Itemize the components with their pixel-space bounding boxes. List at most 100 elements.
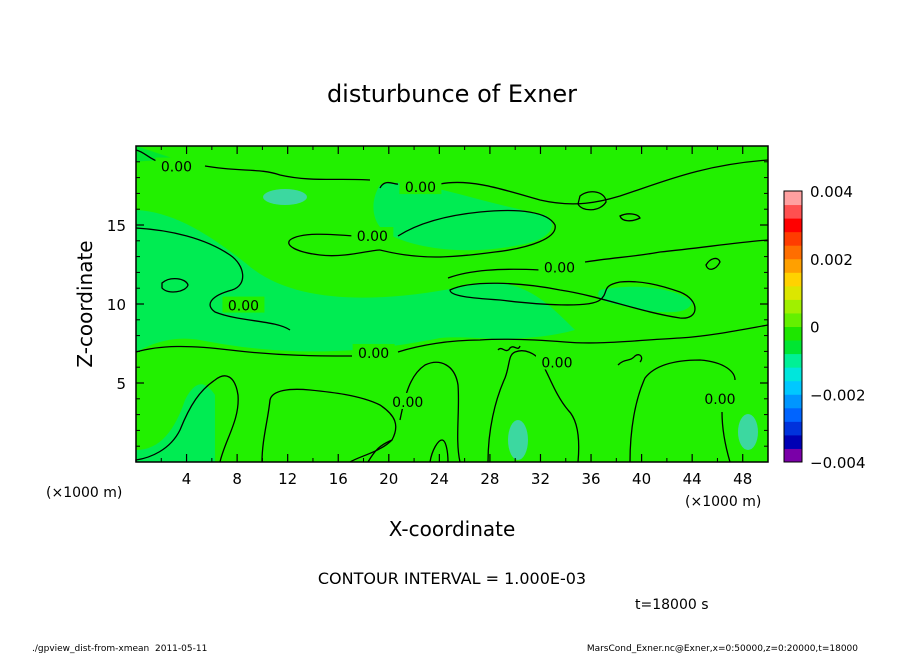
colorbar-swatch bbox=[784, 191, 802, 206]
x-tick-label: 8 bbox=[232, 470, 242, 488]
x-tick-label: 48 bbox=[733, 470, 752, 488]
contour-label-bg bbox=[538, 258, 581, 275]
contour-label: 0.00 bbox=[161, 160, 192, 176]
contour-line bbox=[449, 280, 696, 319]
contour-lines bbox=[135, 149, 769, 463]
field-patch bbox=[373, 182, 552, 251]
contour-line bbox=[497, 345, 521, 352]
field-patch bbox=[508, 420, 528, 460]
contour-line bbox=[619, 213, 641, 222]
colorbar-swatch bbox=[784, 394, 802, 409]
field-patch bbox=[136, 210, 575, 352]
colorbar-swatch bbox=[784, 421, 802, 436]
contour-line bbox=[617, 354, 643, 366]
y-tick-label: 15 bbox=[107, 217, 126, 235]
colorbar-swatch bbox=[784, 312, 802, 327]
field-patch bbox=[598, 286, 692, 313]
x-tick-label: 40 bbox=[632, 470, 651, 488]
contour-label-bg bbox=[352, 343, 395, 360]
contour-label-bg bbox=[155, 157, 198, 174]
field-patch bbox=[136, 384, 215, 462]
contour-label-bg bbox=[386, 392, 429, 409]
contour-label: 0.00 bbox=[392, 395, 423, 411]
colorbar: 0.004 0.002 0 −0.002 −0.004 bbox=[783, 183, 866, 472]
colorbar-swatch bbox=[784, 245, 802, 260]
colorbar-tick-label: −0.004 bbox=[810, 454, 866, 472]
colorbar-swatch bbox=[784, 340, 802, 355]
contour-labels: 0.00 0.00 0.00 0.00 0.00 0.00 0.00 0.00 0.00 bbox=[155, 157, 741, 411]
x-tick-label: 16 bbox=[329, 470, 348, 488]
colorbar-swatch bbox=[784, 231, 802, 246]
colorbar-swatch bbox=[784, 367, 802, 382]
colorbar-frame bbox=[783, 190, 803, 463]
field-patch bbox=[263, 189, 307, 205]
contour-label: 0.00 bbox=[228, 299, 259, 315]
contour-line bbox=[289, 209, 556, 258]
colorbar-swatch bbox=[784, 258, 802, 273]
y-unit-label: (×1000 m) bbox=[46, 485, 122, 501]
chart-title: disturbunce of Exner bbox=[327, 80, 577, 108]
x-tick-label: 36 bbox=[581, 470, 600, 488]
contour-line bbox=[135, 324, 769, 357]
x-tick-label: 4 bbox=[182, 470, 192, 488]
x-tick-label: 24 bbox=[430, 470, 449, 488]
colorbar-swatch bbox=[784, 299, 802, 314]
x-tick-label: 28 bbox=[480, 470, 499, 488]
contour-line bbox=[288, 239, 381, 257]
x-unit-label: (×1000 m) bbox=[685, 494, 761, 510]
colorbar-tick-label: −0.002 bbox=[810, 386, 866, 404]
contour-label-bg bbox=[535, 353, 578, 370]
contour-line bbox=[629, 359, 736, 463]
colorbar-swatch bbox=[784, 204, 802, 219]
colorbar-swatch bbox=[784, 326, 802, 341]
colorbar-swatch bbox=[784, 407, 802, 422]
contour-interval-text: CONTOUR INTERVAL = 1.000E-03 bbox=[318, 569, 586, 588]
contour-line bbox=[135, 227, 291, 331]
field-patch bbox=[738, 414, 758, 450]
y-tick-label: 5 bbox=[116, 375, 126, 393]
colorbar-swatch bbox=[784, 353, 802, 368]
contour-label: 0.00 bbox=[358, 346, 389, 362]
contour-line bbox=[429, 439, 449, 463]
colorbar-swatch bbox=[784, 448, 802, 463]
contour-line bbox=[487, 350, 580, 463]
contour-line bbox=[367, 361, 461, 463]
contour-label-bg bbox=[351, 227, 394, 244]
contour-label: 0.00 bbox=[544, 261, 575, 277]
x-tick-label: 32 bbox=[531, 470, 550, 488]
contour-label-bg bbox=[399, 178, 442, 195]
x-tick-label: 20 bbox=[379, 470, 398, 488]
contour-label-bg bbox=[222, 296, 265, 313]
contour-label: 0.00 bbox=[704, 392, 735, 408]
contour-label: 0.00 bbox=[405, 180, 436, 196]
footer-left: ./gpview_dist-from-xmean 2011-05-11 bbox=[32, 644, 207, 654]
contour-line bbox=[135, 375, 239, 463]
contour-line bbox=[705, 257, 721, 270]
contour-label-bg bbox=[698, 389, 741, 406]
y-axis-label: Z-coordinate bbox=[73, 240, 97, 367]
colorbar-swatch bbox=[784, 380, 802, 395]
x-tick-label: 44 bbox=[683, 470, 702, 488]
y-tick-label: 10 bbox=[107, 296, 126, 314]
contour-line bbox=[447, 239, 769, 279]
colorbar-swatch bbox=[784, 218, 802, 233]
colorbar-tick-label: 0 bbox=[810, 319, 820, 337]
colorbar-swatch bbox=[784, 434, 802, 449]
contour-line bbox=[161, 278, 189, 293]
contour-line bbox=[577, 191, 607, 211]
contour-label: 0.00 bbox=[357, 229, 388, 245]
colorbar-swatch bbox=[784, 272, 802, 287]
colorbar-swatch bbox=[784, 285, 802, 300]
colorbar-tick-label: 0.004 bbox=[810, 183, 853, 201]
contour-label: 0.00 bbox=[541, 355, 572, 371]
x-tick-label: 12 bbox=[278, 470, 297, 488]
colorbar-tick-label: 0.002 bbox=[810, 251, 853, 269]
time-text: t=18000 s bbox=[635, 597, 709, 613]
contour-line bbox=[379, 159, 769, 205]
x-axis-label: X-coordinate bbox=[389, 517, 516, 541]
contour-line bbox=[261, 388, 397, 463]
footer-right: MarsCond_Exner.nc@Exner,x=0:50000,z=0:20… bbox=[587, 644, 858, 654]
